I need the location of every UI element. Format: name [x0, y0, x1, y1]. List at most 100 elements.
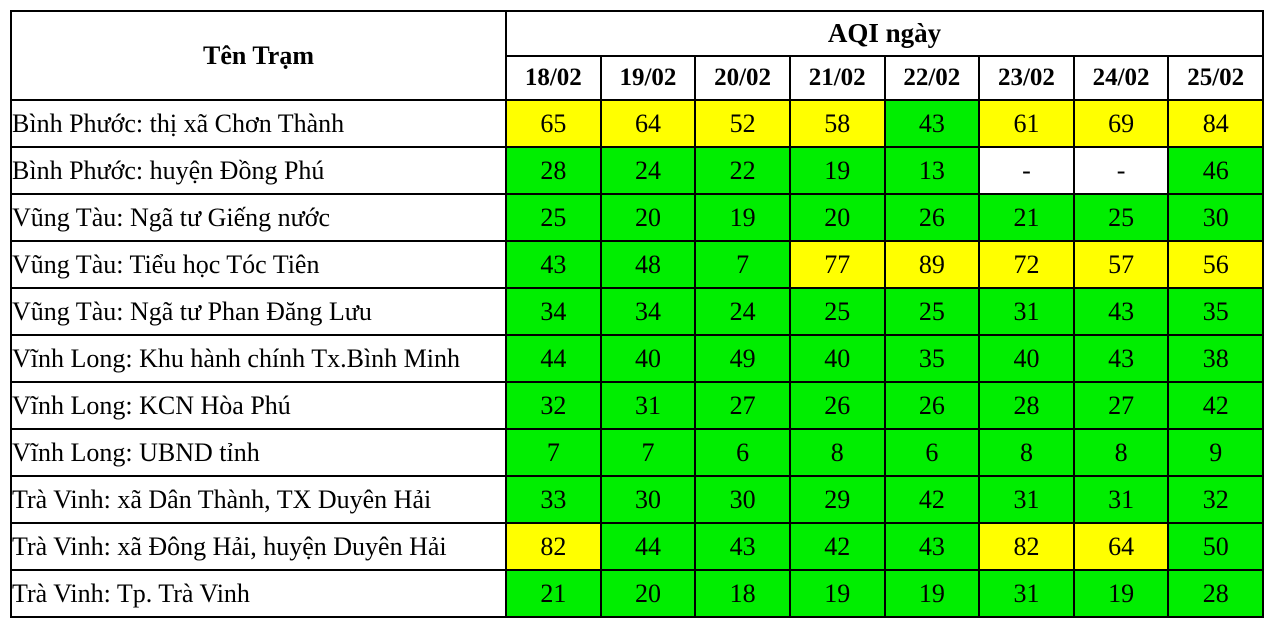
table-row: Bình Phước: huyện Đồng Phú 28 24 22 19 13- -46: [10, 146, 1264, 195]
aqi-value-cell: 40: [788, 334, 886, 383]
aqi-value-cell: 19: [1072, 569, 1170, 618]
aqi-value-cell: 30: [1167, 193, 1264, 242]
aqi-value-cell: 24: [694, 287, 791, 336]
aqi-value-cell: 26: [883, 381, 981, 430]
aqi-value-cell: 24: [599, 146, 697, 195]
aqi-value-cell: 31: [599, 381, 697, 430]
aqi-value-cell: 56: [1167, 240, 1264, 289]
date-header-cell: 18/02: [505, 55, 602, 101]
aqi-value-cell: 29: [788, 475, 886, 524]
aqi-value-cell: 48: [599, 240, 697, 289]
aqi-value-cell: 8: [978, 428, 1075, 477]
aqi-value-cell: 20: [788, 193, 886, 242]
date-header-cell: 23/02: [978, 55, 1075, 101]
table-row: Bình Phước: thị xã Chơn Thành 65 64 52 58 43 6…: [10, 99, 1264, 148]
aqi-value-cell: 26: [788, 381, 886, 430]
table-row: Trà Vinh: xã Đông Hải, huyện Duyên Hải 82…: [10, 522, 1264, 571]
aqi-value-cell: 43: [505, 240, 602, 289]
aqi-value-cell: 69: [1072, 99, 1170, 148]
table-row: Vĩnh Long: KCN Hòa Phú 32 31 27 26 26 28 27 42: [10, 381, 1264, 430]
table-row: Trà Vinh: xã Dân Thành, TX Duyên Hải 33 30…: [10, 475, 1264, 524]
aqi-value-cell: 42: [788, 522, 886, 571]
aqi-value-cell: 64: [599, 99, 697, 148]
table-row: Vĩnh Long: Khu hành chính Tx.Bình Minh 44…: [10, 334, 1264, 383]
aqi-value-cell: 19: [694, 193, 791, 242]
aqi-value-cell: 25: [505, 193, 602, 242]
aqi-value-cell: 72: [978, 240, 1075, 289]
aqi-value-cell: 34: [505, 287, 602, 336]
aqi-value-cell: 19: [788, 569, 886, 618]
aqi-value-cell: 26: [883, 193, 981, 242]
aqi-value-cell: 65: [505, 99, 602, 148]
aqi-value-cell: 20: [599, 569, 697, 618]
station-name-cell: Vĩnh Long: UBND tỉnh: [10, 428, 507, 477]
aqi-day-group-header: AQI ngày: [505, 10, 1264, 57]
aqi-value-cell: 61: [978, 99, 1075, 148]
aqi-value-cell: 30: [694, 475, 791, 524]
aqi-value-cell: 28: [978, 381, 1075, 430]
aqi-value-cell: 9: [1167, 428, 1264, 477]
aqi-value-cell: 84: [1167, 99, 1264, 148]
station-name-cell: Vũng Tàu: Ngã tư Giếng nước: [10, 193, 507, 242]
aqi-value-cell: 8: [1072, 428, 1170, 477]
aqi-value-cell: 38: [1167, 334, 1264, 383]
station-name-cell: Vũng Tàu: Ngã tư Phan Đăng Lưu: [10, 287, 507, 336]
date-header-cell: 24/02: [1072, 55, 1170, 101]
aqi-value-cell: 42: [1167, 381, 1264, 430]
aqi-value-cell: 32: [1167, 475, 1264, 524]
aqi-value-cell: 50: [1167, 522, 1264, 571]
aqi-value-cell: 32: [505, 381, 602, 430]
station-name-cell: Trà Vinh: xã Dân Thành, TX Duyên Hải: [10, 475, 507, 524]
aqi-value-cell: 57: [1072, 240, 1170, 289]
aqi-value-cell: 89: [883, 240, 981, 289]
station-name-cell: Vũng Tàu: Tiểu học Tóc Tiên: [10, 240, 507, 289]
date-header-cell: 21/02: [788, 55, 886, 101]
aqi-value-cell: -: [1072, 146, 1170, 195]
aqi-value-cell: 43: [694, 522, 791, 571]
aqi-value-cell: 31: [978, 475, 1075, 524]
aqi-value-cell: 40: [599, 334, 697, 383]
aqi-value-cell: 82: [978, 522, 1075, 571]
aqi-value-cell: 19: [788, 146, 886, 195]
aqi-value-cell: 34: [599, 287, 697, 336]
aqi-value-cell: 25: [788, 287, 886, 336]
station-name-cell: Bình Phước: thị xã Chơn Thành: [10, 99, 507, 148]
aqi-value-cell: 77: [788, 240, 886, 289]
header-group-row: Tên Trạm AQI ngày: [10, 10, 1264, 101]
aqi-value-cell: 64: [1072, 522, 1170, 571]
aqi-value-cell: 35: [883, 334, 981, 383]
aqi-value-cell: 6: [694, 428, 791, 477]
aqi-value-cell: 18: [694, 569, 791, 618]
station-name-cell: Trà Vinh: Tp. Trà Vinh: [10, 569, 507, 618]
aqi-value-cell: 40: [978, 334, 1075, 383]
date-header-row: 18/02 19/02 20/02 21/02 22/02 23/02 24/02 25/02: [11, 55, 1264, 101]
table-row: Vũng Tàu: Ngã tư Giếng nước 25 20 19 20 26 21 2…: [10, 193, 1264, 242]
aqi-value-cell: 44: [599, 522, 697, 571]
aqi-value-cell: -: [978, 146, 1075, 195]
aqi-value-cell: 25: [883, 287, 981, 336]
aqi-value-cell: 13: [883, 146, 981, 195]
aqi-value-cell: 43: [883, 522, 981, 571]
aqi-value-cell: 6: [883, 428, 981, 477]
aqi-value-cell: 30: [599, 475, 697, 524]
aqi-value-cell: 28: [505, 146, 602, 195]
aqi-value-cell: 8: [788, 428, 886, 477]
aqi-value-cell: 58: [788, 99, 886, 148]
aqi-value-cell: 7: [505, 428, 602, 477]
aqi-value-cell: 7: [599, 428, 697, 477]
station-column-header: Tên Trạm: [10, 10, 507, 101]
aqi-value-cell: 33: [505, 475, 602, 524]
aqi-value-cell: 82: [505, 522, 602, 571]
aqi-value-cell: 22: [694, 146, 791, 195]
station-name-cell: Vĩnh Long: KCN Hòa Phú: [10, 381, 507, 430]
aqi-value-cell: 31: [1072, 475, 1170, 524]
aqi-value-cell: 20: [599, 193, 697, 242]
aqi-value-cell: 43: [1072, 287, 1170, 336]
date-header-cell: 22/02: [883, 55, 981, 101]
table-row: Vũng Tàu: Ngã tư Phan Đăng Lưu 34 34 24 25 25…: [10, 287, 1264, 336]
aqi-value-cell: 27: [1072, 381, 1170, 430]
aqi-value-cell: 7: [694, 240, 791, 289]
aqi-value-cell: 52: [694, 99, 791, 148]
date-header-cell: 25/02: [1167, 55, 1264, 101]
station-name-cell: Vĩnh Long: Khu hành chính Tx.Bình Minh: [10, 334, 507, 383]
